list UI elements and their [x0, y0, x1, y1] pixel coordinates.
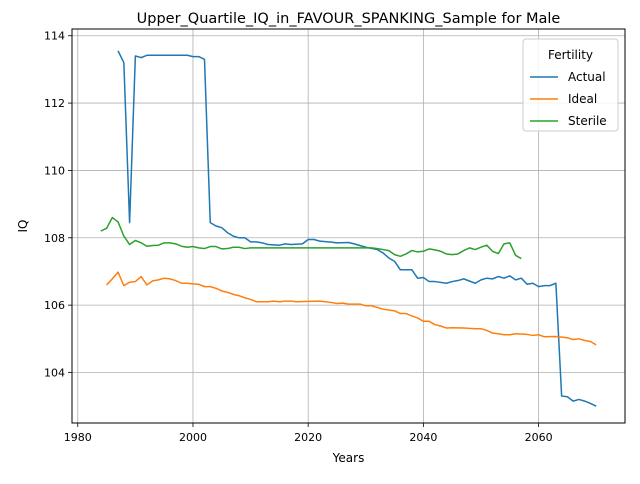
x-tick-label: 2020 [294, 431, 322, 444]
y-tick-label: 110 [44, 164, 65, 177]
legend-title: Fertility [548, 48, 593, 62]
y-tick-label: 104 [44, 366, 65, 379]
x-tick-label: 1980 [64, 431, 92, 444]
legend-box [522, 38, 619, 132]
legend-entries: Actual Ideal Sterile [530, 70, 607, 128]
series-lines [100, 50, 597, 407]
x-tick-label: 2040 [409, 431, 437, 444]
y-axis-label: IQ [16, 220, 30, 233]
plot-frame [71, 28, 626, 424]
x-tick-label: 2060 [525, 431, 553, 444]
y-tick-label: 108 [44, 232, 65, 245]
legend-label-actual: Actual [568, 70, 606, 84]
y-tick-label: 106 [44, 299, 65, 312]
y-tick-label: 112 [44, 97, 65, 110]
y-tick-label: 114 [44, 30, 65, 43]
series-line-sterile [100, 216, 522, 260]
x-tick-label: 2000 [179, 431, 207, 444]
series-line-ideal [106, 271, 597, 346]
legend-label-sterile: Sterile [568, 114, 607, 128]
x-axis-label: Years [332, 451, 365, 465]
chart-title: Upper_Quartile_IQ_in_FAVOUR_SPANKING_Sam… [137, 11, 561, 27]
legend-label-ideal: Ideal [568, 92, 597, 106]
axis-ticks: 1980 2000 2020 2040 2060 104 106 108 110 112 114 [44, 30, 553, 444]
legend: Fertility Actual Ideal Sterile [522, 38, 619, 132]
